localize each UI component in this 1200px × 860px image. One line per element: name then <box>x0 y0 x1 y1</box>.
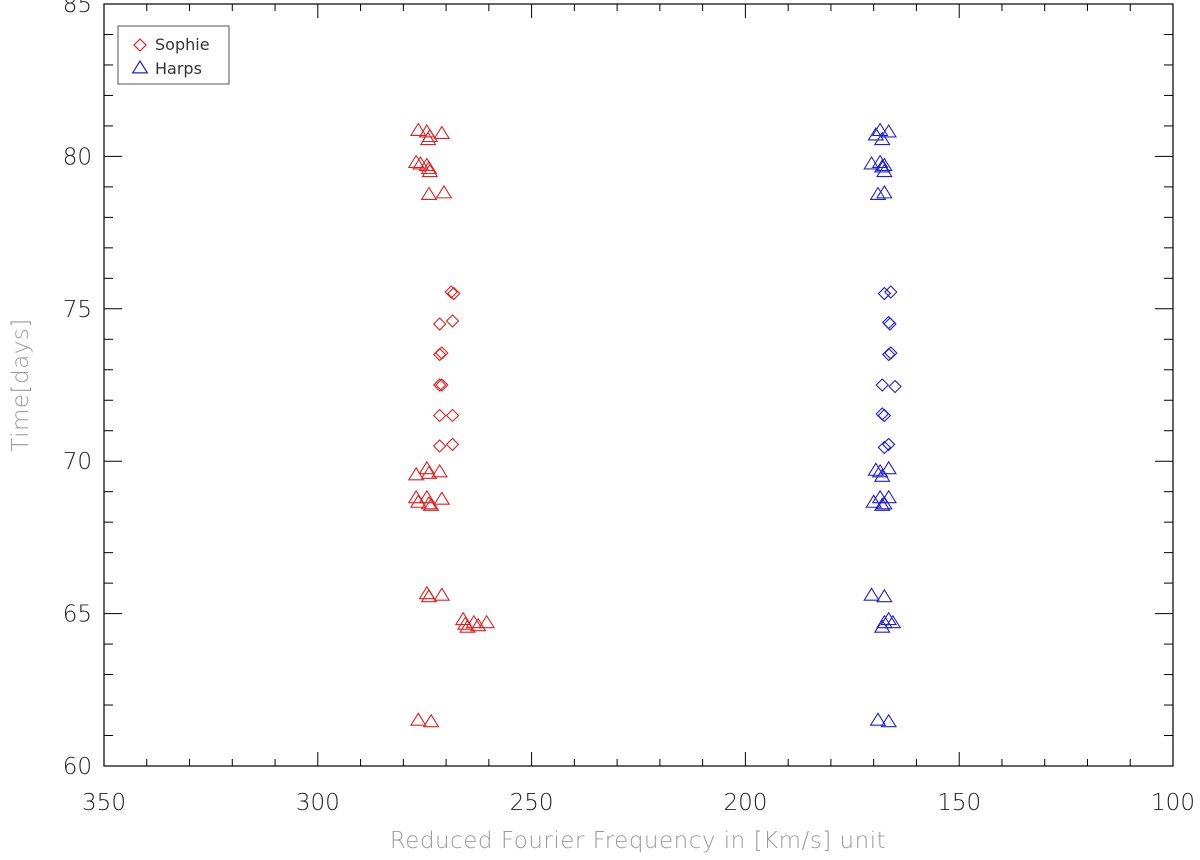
point-triangle <box>409 712 427 726</box>
point-triangle <box>433 491 451 505</box>
point-triangle <box>409 122 427 136</box>
point-diamond <box>884 346 898 360</box>
x-tick-labels: 350 300 250 200 150 100 <box>82 790 1195 816</box>
x-tick-label: 300 <box>296 790 340 816</box>
y-tick-label: 85 <box>63 0 92 18</box>
point-triangle <box>876 614 893 629</box>
data-points <box>407 122 902 728</box>
x-tick-label: 150 <box>937 790 981 816</box>
x-tick-label: 350 <box>82 790 126 816</box>
x-tick-label: 250 <box>510 790 554 816</box>
point-diamond <box>881 347 896 362</box>
point-diamond <box>877 286 892 301</box>
point-triangle <box>876 163 893 178</box>
point-triangle <box>433 125 451 139</box>
point-triangle <box>884 614 902 629</box>
point-diamond <box>432 347 447 362</box>
x-tick-label: 200 <box>723 790 767 816</box>
point-triangle <box>407 489 425 504</box>
point-diamond <box>444 285 458 299</box>
point-diamond <box>445 314 460 328</box>
point-triangle <box>419 131 437 146</box>
point-triangle <box>880 713 897 728</box>
axis-ticks <box>103 3 1174 767</box>
point-triangle <box>865 494 883 508</box>
y-tick-label: 65 <box>63 602 92 628</box>
point-triangle <box>863 587 880 601</box>
point-diamond <box>884 285 898 299</box>
point-diamond <box>877 440 892 455</box>
point-diamond <box>432 317 447 331</box>
legend-box <box>117 25 230 85</box>
point-triangle <box>469 617 487 632</box>
y-tick-label: 70 <box>63 449 92 475</box>
point-triangle <box>873 159 891 173</box>
legend: Sophie Harps <box>117 25 230 85</box>
point-diamond <box>877 408 892 423</box>
point-diamond <box>881 437 896 452</box>
point-diamond <box>445 437 460 452</box>
point-triangle <box>867 127 885 141</box>
point-triangle <box>459 619 476 633</box>
point-diamond <box>446 286 461 301</box>
point-triangle <box>869 712 887 726</box>
legend-marker-triangle <box>131 59 149 74</box>
point-triangle <box>876 184 893 199</box>
point-triangle <box>869 186 887 200</box>
point-diamond <box>432 408 447 423</box>
point-diamond <box>445 408 460 423</box>
point-triangle <box>421 163 439 178</box>
point-diamond <box>888 379 902 394</box>
point-triangle <box>465 614 483 629</box>
point-triangle <box>873 497 891 511</box>
legend-marker-diamond <box>133 38 147 52</box>
point-triangle <box>873 131 891 146</box>
plot-frame <box>103 3 1174 767</box>
legend-label-sophie: Sophie <box>155 35 210 54</box>
point-triangle <box>420 495 438 510</box>
point-triangle <box>880 489 897 504</box>
point-triangle <box>433 587 451 601</box>
point-diamond <box>432 378 447 392</box>
y-axis-label: Time[days] <box>8 318 34 452</box>
x-tick-label: 100 <box>1151 790 1195 816</box>
point-triangle <box>435 184 453 199</box>
point-diamond <box>432 439 447 453</box>
legend-label-harps: Harps <box>155 59 202 78</box>
point-triangle <box>873 468 891 482</box>
point-diamond <box>435 346 449 360</box>
point-triangle <box>871 463 889 478</box>
point-diamond <box>875 378 890 392</box>
point-triangle <box>454 611 472 626</box>
y-tick-label: 60 <box>63 754 92 780</box>
point-triangle <box>876 157 893 171</box>
point-triangle <box>420 186 438 200</box>
point-triangle <box>420 465 438 479</box>
point-triangle <box>407 154 425 168</box>
point-triangle <box>867 462 885 476</box>
point-triangle <box>418 489 436 504</box>
point-triangle <box>431 463 449 478</box>
y-tick-label: 80 <box>63 144 92 170</box>
point-triangle <box>880 123 897 138</box>
point-triangle <box>418 460 436 475</box>
point-triangle <box>409 494 427 508</box>
point-triangle <box>876 588 893 603</box>
point-triangle <box>478 614 496 629</box>
point-triangle <box>880 611 897 626</box>
point-diamond <box>875 407 890 421</box>
point-triangle <box>420 160 438 175</box>
point-triangle <box>422 713 440 728</box>
y-tick-labels: 60 65 70 75 80 85 <box>63 0 92 780</box>
y-tick-label: 75 <box>63 297 92 323</box>
x-axis-label: Reduced Fourier Frequency in [Km/s] unit <box>390 828 886 854</box>
point-diamond <box>435 378 449 392</box>
point-triangle <box>420 588 438 603</box>
point-triangle <box>880 460 897 475</box>
point-diamond <box>883 317 897 331</box>
point-triangle <box>871 154 889 168</box>
